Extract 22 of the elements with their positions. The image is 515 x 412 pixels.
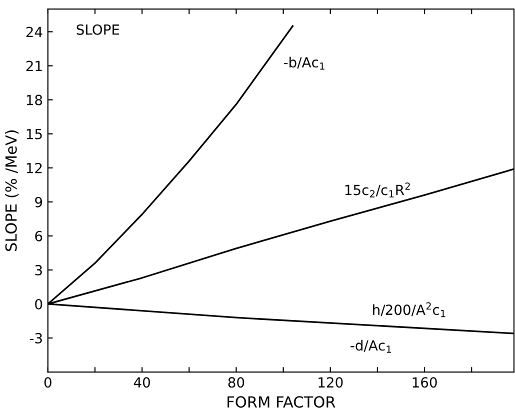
annotation: -d/Ac$_{1}$	[350, 340, 391, 353]
y-tick-label: 0	[35, 298, 42, 310]
y-tick-label: 3	[35, 264, 42, 276]
y-tick-label: 24	[26, 26, 42, 38]
x-tick-label: 160	[412, 377, 437, 388]
y-tick-label: -3	[30, 332, 42, 344]
y-tick-label: 9	[35, 196, 42, 208]
annotation: 15c$_{2}$/c$_{1}$R$^{2}$	[345, 182, 410, 198]
y-tick-label: 12	[26, 162, 42, 174]
x-tick-label: 40	[134, 377, 150, 388]
annotation: SLOPE	[76, 24, 120, 35]
x-tick-label: 0	[44, 377, 52, 388]
annotation: h/200/A$^{2}$c$_{1}$	[373, 302, 446, 318]
y-axis-title: SLOPE (% /MeV)	[5, 130, 19, 251]
y-tick-label: 6	[35, 230, 42, 242]
annotation: -b/Ac$_{1}$	[284, 56, 324, 70]
x-tick-label: 120	[318, 377, 343, 388]
y-tick-label: 15	[26, 128, 42, 140]
x-axis-title: FORM FACTOR	[228, 396, 336, 408]
y-tick-label: 18	[26, 94, 42, 106]
y-tick-label: 21	[26, 60, 42, 72]
x-tick-label: 80	[228, 377, 244, 388]
